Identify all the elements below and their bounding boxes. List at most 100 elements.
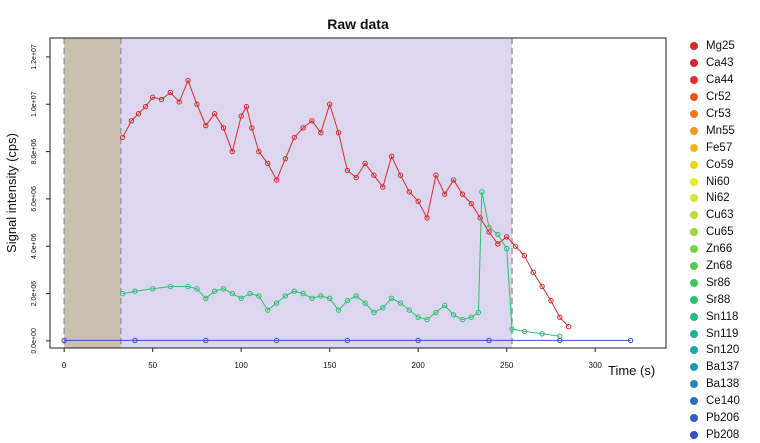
legend-item-Cu65: Cu65 [690,224,760,241]
point-Mg25-30 [371,172,377,178]
legend-marker-Ni62 [690,194,698,203]
point-Mg25-26 [335,129,342,136]
point-Sr88-8 [220,286,227,292]
point-Sr88-44 [539,331,545,337]
y-tick-label-12000000: 1.2e+07 [31,44,38,70]
legend-marker-Ca44 [690,76,698,85]
x-tick-label-50: 50 [148,361,157,370]
point-Sr88-28 [397,300,404,306]
legend-item-Sn118: Sn118 [690,308,760,325]
series-Sr88 [119,189,563,339]
region-background [64,38,121,348]
point-Sr88-35 [459,316,466,323]
point-Mg25-12 [220,125,227,131]
legend-item-Zn68: Zn68 [690,258,760,275]
point-Mg25-34 [406,189,413,195]
x-tick-label-200: 200 [412,361,426,370]
legend-label-Ca44: Ca44 [706,74,734,87]
point-Mg25-27 [344,167,351,174]
legend-label-Co59: Co59 [706,158,734,171]
legend-marker-Pb206 [690,414,698,423]
point-Mg25-1 [128,118,135,124]
point-Mg25-2 [135,111,142,117]
legend-label-Sn118: Sn118 [706,310,739,323]
series-layer [61,77,634,344]
legend-marker-Cr53 [690,110,698,118]
point-Mg25-14 [238,113,244,119]
point-Sr88-10 [238,295,244,302]
point-Sr88-25 [371,309,377,316]
point-Mg25-25 [326,101,333,107]
point-Sr88-1 [132,288,138,294]
legend-item-Ba138: Ba138 [690,376,760,393]
point-Mg25-3 [142,103,149,110]
legend-item-Cr53: Cr53 [690,106,760,123]
legend-marker-Zn68 [690,262,698,271]
point-Mg25-18 [265,160,271,167]
series-Mg25 [119,77,572,330]
legend-item-Fe57: Fe57 [690,139,760,156]
point-Sr88-6 [203,295,209,302]
point-Mg25-39 [450,177,457,183]
legend-label-Ba137: Ba137 [706,361,740,374]
point-Mg25-36 [424,215,430,221]
point-Mg25-20 [282,155,289,162]
point-Mg25-9 [194,101,200,107]
y-tick-label-8000000: 8.0e+06 [31,139,38,165]
point-Pb208-8 [627,337,634,344]
legend-label-Sr88: Sr88 [706,293,731,306]
legend-item-Mn55: Mn55 [690,122,760,139]
legend-item-Sn119: Sn119 [690,325,760,342]
legend-item-Ni60: Ni60 [690,173,760,190]
point-Pb208-2 [203,337,209,344]
point-Mg25-29 [362,160,368,167]
legend-label-Pb206: Pb206 [706,412,740,425]
point-Mg25-21 [291,134,297,141]
point-Sr88-11 [247,290,253,297]
x-tick-label-150: 150 [323,361,337,370]
legend-label-Cu65: Cu65 [706,226,734,239]
point-Mg25-17 [256,148,262,155]
point-Sr88-37 [475,309,482,316]
legend-label-Ca43: Ca43 [706,57,734,70]
point-Mg25-22 [300,125,306,131]
point-Mg25-15 [243,103,250,110]
legend-marker-Ca43 [690,59,698,68]
point-Sr88-34 [450,312,457,318]
legend-item-Ce140: Ce140 [690,393,760,410]
legend-label-Sr86: Sr86 [706,276,731,289]
legend-item-Ni62: Ni62 [690,190,760,207]
legend-item-Co59: Co59 [690,156,760,173]
point-Mg25-38 [442,191,448,197]
regions-layer [63,38,513,348]
point-Mg25-52 [565,324,572,330]
series-line-Sr88 [122,191,560,337]
legend-label-Zn66: Zn66 [706,243,733,256]
point-Sr88-9 [229,290,236,297]
point-Sr88-38 [479,189,485,195]
point-Mg25-5 [158,96,165,103]
legend-item-Ba137: Ba137 [690,359,760,376]
legend-item-Zn66: Zn66 [690,241,760,258]
legend-marker-Ni60 [690,177,698,186]
point-Mg25-16 [249,125,255,131]
legend-item-Pb206: Pb206 [690,410,760,427]
point-Mg25-47 [521,253,528,259]
point-Mg25-42 [477,215,483,221]
point-Sr88-43 [521,328,528,335]
legend-marker-Pb208 [690,430,698,439]
point-Sr88-16 [291,288,297,294]
point-Pb208-6 [486,337,492,344]
point-Mg25-33 [397,172,404,178]
point-Pb208-1 [132,337,138,344]
legend-item-Pb208: Pb208 [690,426,760,443]
y-tick-label-0: 0.0e+00 [31,328,38,354]
point-Mg25-23 [309,118,315,124]
point-Mg25-32 [388,153,395,160]
point-Mg25-19 [273,177,280,183]
y-tick-label-10000000: 1.0e+07 [31,91,38,117]
legend-label-Cr53: Cr53 [706,108,731,120]
point-Mg25-40 [459,191,466,197]
legend-item-Cu63: Cu63 [690,207,760,224]
legend-marker-Mg25 [690,42,698,51]
